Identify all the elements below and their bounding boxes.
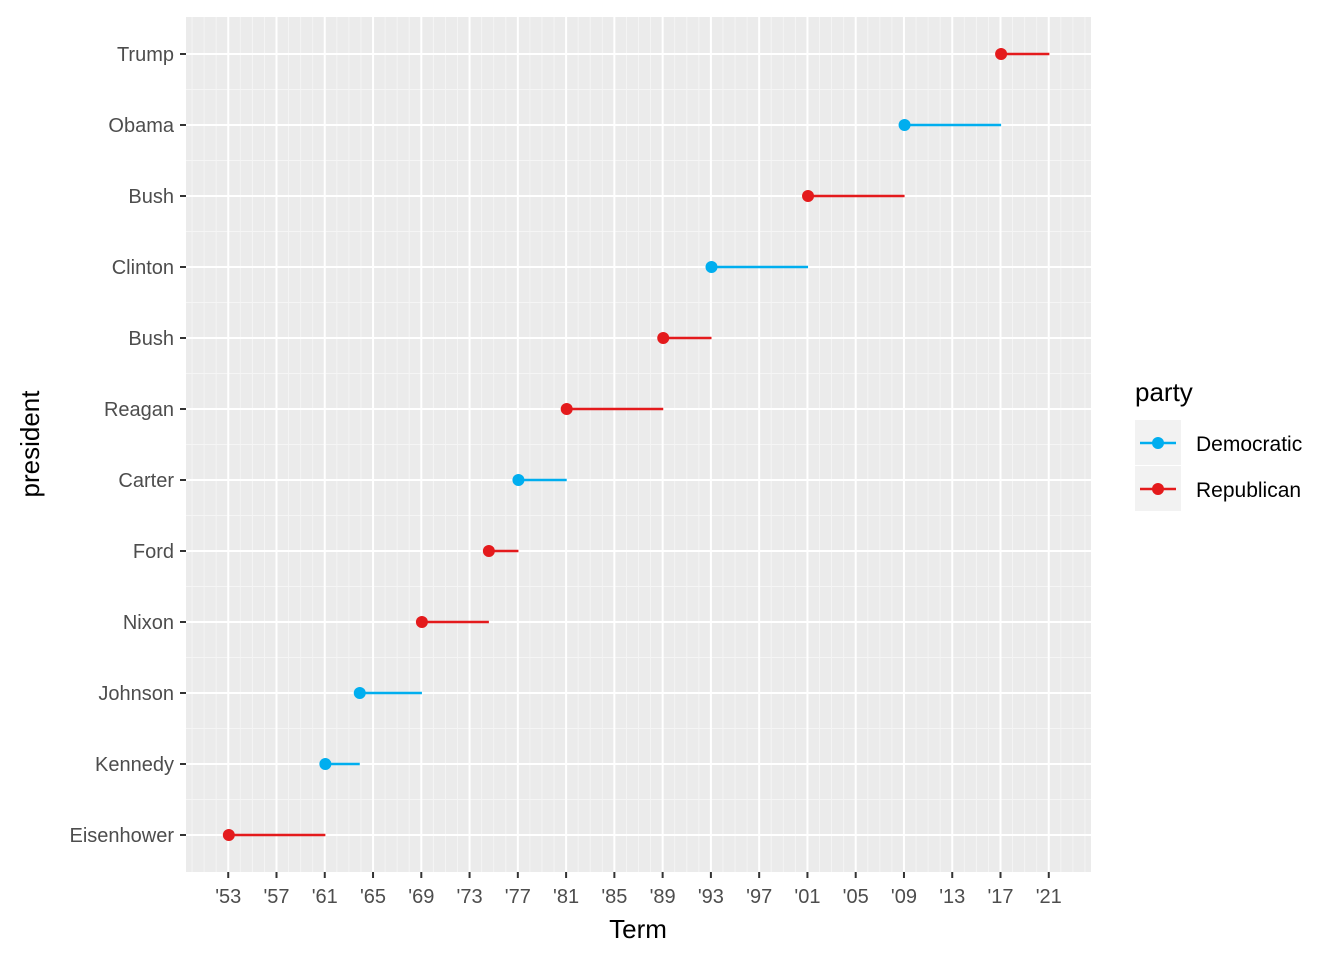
term-start-point [415,616,428,628]
term-start-point [222,829,235,841]
x-tick-label: '09 [891,886,917,908]
legend-keys [1140,437,1176,495]
legend: party Democratic Republican [1135,377,1302,511]
x-tick-label: '05 [843,886,869,908]
x-tick-label: '93 [698,886,724,908]
y-tick-label: Reagan [104,399,174,421]
y-tick-label: Eisenhower [69,825,174,847]
x-tick-label: '73 [457,886,483,908]
term-start-point [482,545,495,557]
legend-title: party [1135,377,1193,407]
x-tick-label: '61 [312,886,338,908]
major-gridlines [186,17,1091,872]
y-tick-label: Obama [108,115,174,137]
x-tick-label: '57 [263,886,289,908]
term-start-point [705,261,718,273]
term-start-points [222,48,1008,841]
x-axis-title: Term [609,914,667,944]
x-axis: '53 '57 '61 '65 '69 '73 '77 '81 '85 '89 '93 '97 '01 '… [215,872,1062,908]
x-tick-label: '01 [794,886,820,908]
x-tick-label: '69 [408,886,434,908]
term-start-point [319,758,332,770]
y-axis: Eisenhower Kennedy Johnson Nixon Ford Carter R… [69,44,186,847]
y-tick-label: Clinton [112,257,174,279]
term-start-point [512,474,525,486]
x-tick-label: '89 [650,886,676,908]
y-tick-label: Bush [128,328,174,350]
x-tick-label: '17 [987,886,1013,908]
legend-label-democratic: Democratic [1196,433,1302,456]
x-tick-label: '65 [360,886,386,908]
legend-label-republican: Republican [1196,479,1301,502]
y-tick-label: Ford [133,541,174,563]
legend-key-point [1152,437,1164,449]
x-tick-label: '85 [601,886,627,908]
y-tick-label: Carter [118,470,174,492]
y-tick-label: Trump [117,44,174,66]
x-tick-label: '13 [939,886,965,908]
x-tick-label: '21 [1036,886,1062,908]
term-start-point [995,48,1008,60]
y-tick-label: Nixon [123,612,174,634]
term-start-point [560,403,573,415]
y-tick-label: Johnson [98,683,174,705]
y-tick-label: Bush [128,186,174,208]
legend-key-point [1152,483,1164,495]
y-tick-label: Kennedy [95,754,174,776]
term-start-point [353,687,366,699]
x-tick-label: '97 [746,886,772,908]
x-tick-label: '81 [553,886,579,908]
term-start-point [802,190,815,202]
term-start-point [898,119,911,131]
y-axis-title: president [15,390,45,498]
x-tick-label: '53 [215,886,241,908]
x-tick-label: '77 [505,886,531,908]
term-start-point [657,332,670,344]
